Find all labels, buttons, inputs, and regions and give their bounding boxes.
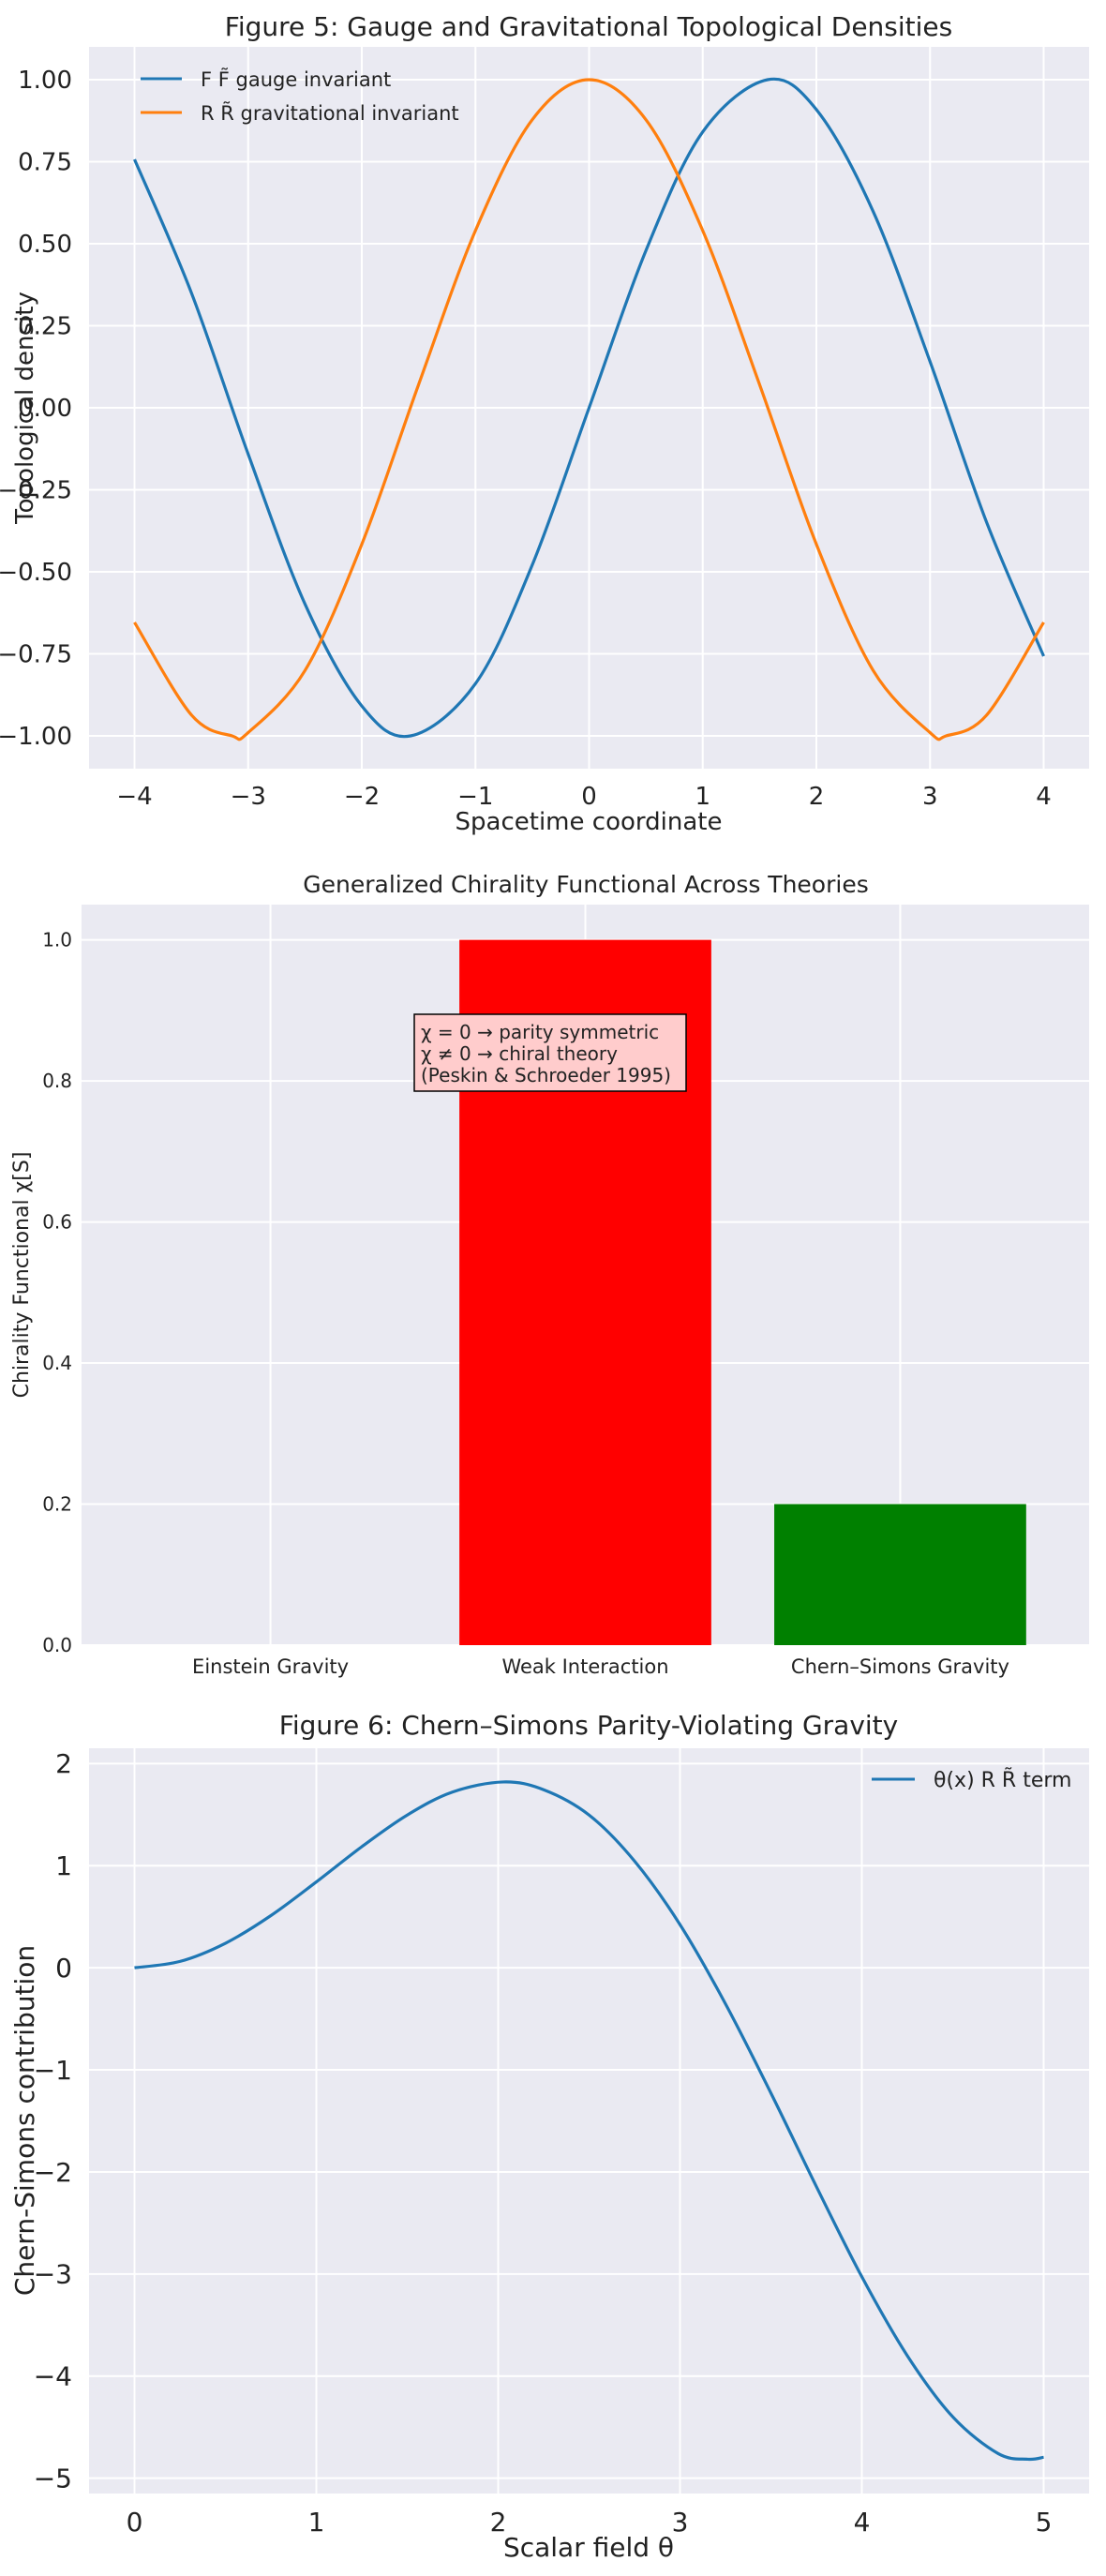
c2-y-tick-label: 0.0 [42,1634,72,1656]
chart1-legend: F F̃ gauge invariant R R̃ gravitational … [141,67,459,125]
c3-x-tick-label: 1 [308,2507,325,2538]
c3-y-tick-label: −4 [34,2361,72,2392]
chart3-x-label: Scalar field θ [503,2532,674,2563]
c2-x-tick-label: Weak Interaction [501,1655,668,1678]
chart3-legend: θ(x) R R̃ term [872,1768,1071,1792]
c3-y-tick-label: −3 [34,2259,72,2290]
chart1-title: Figure 5: Gauge and Gravitational Topolo… [225,11,953,42]
c1-series-line-1 [133,78,1045,741]
c1-x-tick-label: 2 [809,783,825,811]
c3-y-tick-label: 1 [55,1850,72,1881]
c3-y-tick-label: −1 [34,2055,72,2086]
chart2-annotation-line-2: (Peskin & Schroeder 1995) [421,1064,671,1086]
c1-y-tick-label: −0.25 [0,477,72,505]
c2-y-tick-label: 0.8 [42,1070,72,1092]
c1-x-tick-label: −2 [344,783,380,811]
chart-topological-densities: −4 −3 −2 −1 0 1 2 3 4 −1.00 −0.75 −0.50 −0.25 0.00 0.… [0,11,1089,836]
c1-x-tick-label: 0 [581,783,597,811]
c2-y-tick-label: 1.0 [42,929,72,951]
chart1-legend-label-1: R R̃ gravitational invariant [201,101,459,125]
c2-y-tick-label: 0.2 [42,1493,72,1516]
chart3-lines [134,1780,1044,2462]
c1-y-tick-label: 0.00 [18,395,72,423]
chart3-y-ticks: −5 −4 −3 −2 −1 0 1 2 [34,1748,72,2494]
c1-y-tick-label: −1.00 [0,723,72,751]
c3-x-tick-label: 0 [127,2507,143,2538]
c3-y-tick-label: −5 [34,2463,72,2494]
c1-x-tick-label: 1 [695,783,710,811]
c3-y-tick-label: −2 [34,2157,72,2188]
c3-x-tick-label: 4 [854,2507,871,2538]
c3-x-tick-label: 2 [490,2507,507,2538]
chart3-y-label: Chern-Simons contribution [9,1945,40,2296]
c1-y-tick-label: 0.75 [18,149,72,177]
c1-x-tick-label: −3 [231,783,266,811]
chart2-title: Generalized Chirality Functional Across … [303,871,868,898]
chart3-plot-area [89,1748,1089,2494]
chart3-title: Figure 6: Chern–Simons Parity-Violating … [279,1710,898,1741]
chart1-y-label: Topological density [11,292,39,525]
chart1-lines [133,77,1045,741]
chart2-annotation-line-1: χ ≠ 0 → chiral theory [421,1042,618,1065]
c2-y-tick-label: 0.4 [42,1352,72,1374]
chart1-grid [89,47,1089,769]
c1-x-tick-label: −4 [116,783,152,811]
chart3-x-ticks: 0 1 2 3 4 5 [127,2507,1053,2538]
c3-x-tick-label: 5 [1036,2507,1053,2538]
c1-series-line-0 [133,77,1045,739]
c3-series-line-0 [134,1780,1044,2462]
chart2-annotation: χ = 0 → parity symmetric χ ≠ 0 → chiral … [413,1013,687,1092]
c2-y-tick-label: 0.6 [42,1211,72,1234]
c2-bar-2 [774,1504,1026,1645]
chart1-legend-label-0: F F̃ gauge invariant [201,67,391,91]
chart-chirality-functional: Einstein Gravity Weak Interaction Chern–Si… [10,871,1089,1678]
chart3-grid [89,1748,1089,2494]
chart-chern-simons: 0 1 2 3 4 5 −5 −4 −3 −2 −1 0 1 2 Figure 6: Chern–Sim… [9,1710,1089,2563]
c1-x-tick-label: −1 [457,783,493,811]
chart2-x-ticks: Einstein Gravity Weak Interaction Chern–Si… [192,1655,1009,1678]
c3-y-tick-label: 0 [55,1953,72,1984]
c2-x-tick-label: Chern–Simons Gravity [791,1655,1009,1678]
chart1-x-label: Spacetime coordinate [456,808,723,836]
c1-y-tick-label: 0.50 [18,231,72,259]
chart1-x-ticks: −4 −3 −2 −1 0 1 2 3 4 [116,783,1051,811]
chart2-annotation-line-0: χ = 0 → parity symmetric [421,1021,659,1043]
c1-y-tick-label: 0.25 [18,313,72,341]
c2-x-tick-label: Einstein Gravity [192,1655,349,1678]
chart1-y-ticks: −1.00 −0.75 −0.50 −0.25 0.00 0.25 0.50 0.75 1.00 [0,67,72,751]
c3-x-tick-label: 3 [672,2507,689,2538]
chart2-y-label: Chirality Functional χ[S] [10,1152,34,1399]
c1-y-tick-label: −0.75 [0,641,72,669]
chart3-legend-label-0: θ(x) R R̃ term [934,1768,1071,1792]
chart2-y-ticks: 0.0 0.2 0.4 0.6 0.8 1.0 [42,929,72,1656]
c3-y-tick-label: 2 [55,1748,72,1779]
c1-x-tick-label: 3 [922,783,938,811]
c1-y-tick-label: −0.50 [0,559,72,587]
chart2-annotation-box [413,1013,687,1092]
c1-x-tick-label: 4 [1036,783,1052,811]
c1-y-tick-label: 1.00 [18,67,72,95]
